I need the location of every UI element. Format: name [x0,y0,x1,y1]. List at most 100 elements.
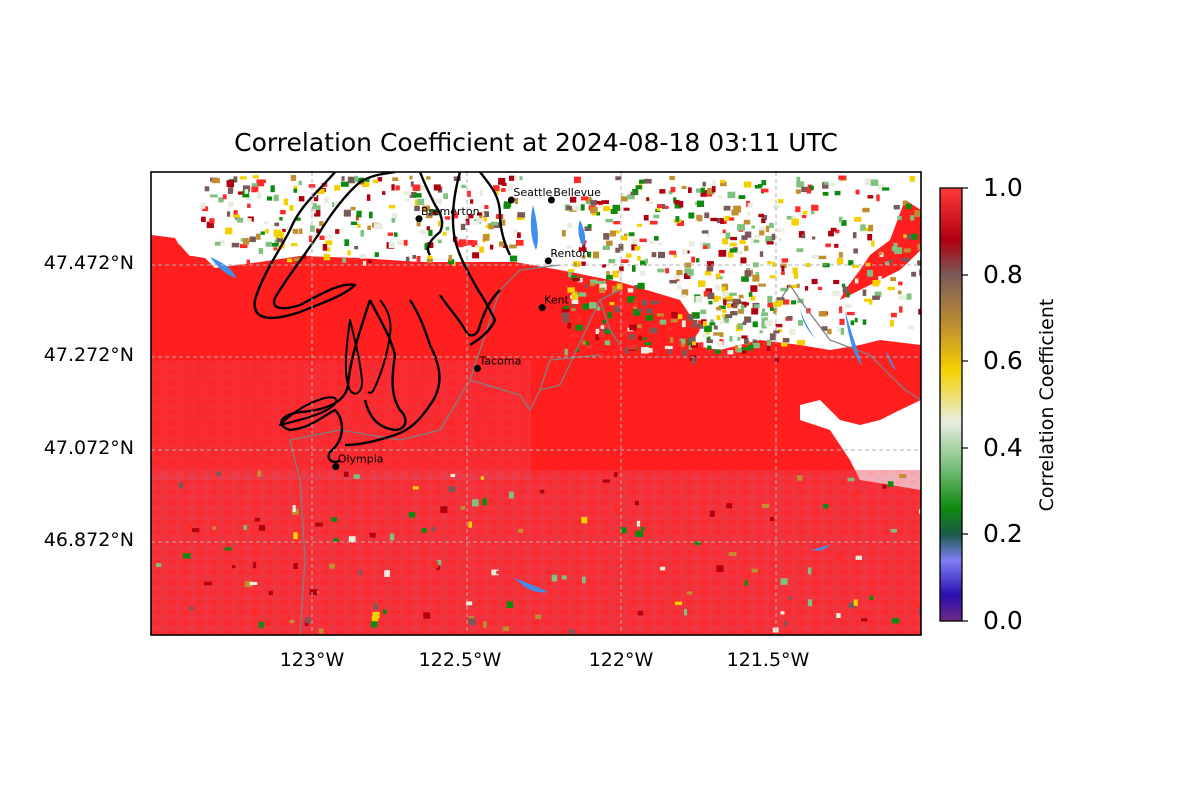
clutter-echo [713,332,721,336]
clutter-echo [836,613,841,618]
clutter-echo [835,229,840,234]
clutter-echo [687,314,694,321]
clutter-echo [421,185,428,191]
clutter-echo [844,304,852,309]
clutter-echo [692,341,697,346]
clutter-echo [605,218,613,223]
clutter-echo [706,261,714,267]
clutter-echo [741,301,747,308]
clutter-echo [353,474,360,479]
clutter-echo [791,218,799,226]
clutter-echo [761,180,767,186]
clutter-echo [513,175,517,181]
clutter-echo [747,628,752,633]
clutter-echo [645,348,653,353]
clutter-echo [562,230,566,237]
clutter-echo [729,242,737,247]
clutter-echo [390,533,395,541]
clutter-echo [501,188,506,192]
clutter-echo [272,242,279,247]
clutter-echo [725,314,733,319]
clutter-echo [887,286,895,291]
clutter-echo [752,274,760,282]
clutter-echo [852,264,859,268]
clutter-echo [852,232,857,239]
clutter-echo [341,176,345,181]
clutter-echo [479,189,483,196]
clutter-echo [692,357,696,364]
clutter-echo [780,611,785,615]
clutter-echo [460,223,466,230]
clutter-echo [870,179,879,186]
clutter-echo [244,240,250,244]
lat-label: 47.472°N [43,252,134,274]
clutter-echo [569,196,577,203]
clutter-echo [704,212,710,219]
clutter-echo [860,224,866,231]
clutter-echo [773,330,780,334]
clutter-echo [621,330,627,336]
clutter-echo [413,193,422,198]
clutter-echo [618,243,624,251]
clutter-echo [867,269,873,277]
clutter-echo [476,216,484,222]
clutter-echo [827,328,832,335]
clutter-echo [738,195,746,199]
clutter-echo [467,240,474,246]
clutter-echo [876,194,880,202]
lake-sammamish [578,220,586,246]
clutter-echo [744,231,752,238]
clutter-echo [395,185,400,191]
clutter-echo [394,232,398,237]
clutter-echo [561,307,570,313]
clutter-echo [759,251,764,257]
clutter-echo [707,292,715,300]
clutter-echo [675,277,680,282]
clutter-echo [582,340,587,345]
clutter-echo [761,215,768,220]
clutter-echo [578,292,587,297]
clutter-echo [258,621,264,629]
clutter-echo [637,255,641,261]
clutter-echo [758,184,763,188]
clutter-echo [265,229,269,234]
clutter-echo [204,186,210,192]
clutter-echo [720,179,726,184]
clutter-echo [907,325,914,330]
clutter-echo [251,183,258,188]
clutter-echo [681,185,687,189]
clutter-echo [674,199,680,205]
clutter-echo [344,530,352,535]
clutter-echo [914,604,921,609]
clutter-echo [639,179,645,184]
clutter-echo [388,241,396,248]
clutter-echo [716,565,724,572]
clutter-echo [898,281,903,286]
clutter-echo [749,269,753,276]
clutter-echo [811,210,815,215]
clutter-echo [305,617,311,624]
clutter-echo [911,271,917,277]
clutter-echo [709,322,716,326]
clutter-echo [706,234,710,238]
clutter-echo [782,338,790,343]
clutter-echo [426,226,430,231]
clutter-echo [681,289,689,296]
clutter-echo [776,228,784,232]
clutter-echo [741,335,748,339]
clutter-echo [588,251,592,258]
clutter-echo [391,218,396,223]
clutter-echo [506,601,514,608]
clutter-echo [210,194,218,198]
clutter-echo [639,270,646,276]
clutter-echo [891,618,900,624]
clutter-echo [780,578,788,585]
clutter-echo [503,203,510,209]
clutter-echo [656,208,661,211]
clutter-echo [587,224,592,228]
clutter-echo [770,517,774,522]
clutter-echo [451,212,459,219]
clutter-echo [708,324,716,329]
clutter-echo [796,176,801,184]
clutter-echo [233,214,240,218]
